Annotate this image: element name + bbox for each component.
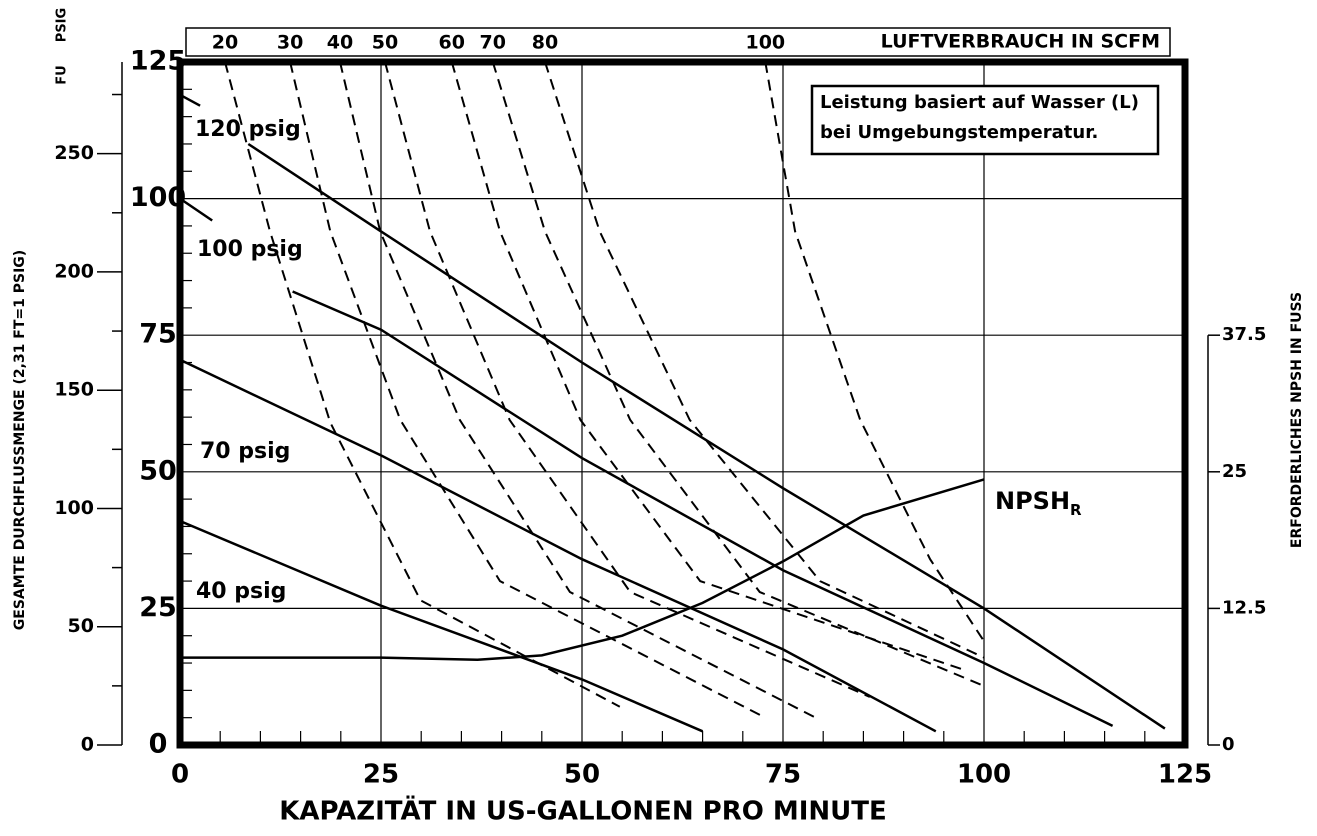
pressure-label: 70 psig <box>200 439 290 464</box>
air-label: 20 <box>212 32 238 54</box>
air-curve <box>384 61 871 698</box>
note-box <box>810 84 1160 156</box>
fu-label: FU <box>55 65 70 84</box>
air-label: 60 <box>439 32 465 54</box>
air-curve <box>450 61 966 672</box>
x-tick-label: 125 <box>1158 760 1212 790</box>
npsh-tick-label: 0 <box>1222 734 1235 755</box>
pressure-label: 100 psig <box>197 237 303 262</box>
air-label: 80 <box>532 32 558 54</box>
air-curve <box>544 61 985 659</box>
fu-tick-label: 100 <box>54 497 94 519</box>
note-text: Leistung basiert auf Wasser (L) <box>820 92 1139 113</box>
air-label: 30 <box>277 32 303 54</box>
npsh-label: NPSHR <box>995 487 1082 519</box>
note-text: bei Umgebungstemperatur. <box>820 122 1098 143</box>
air-axis-label: LUFTVERBRAUCH IN SCFM <box>881 31 1160 53</box>
air-label: 70 <box>480 32 506 54</box>
air-curve <box>224 61 621 708</box>
fu-tick-label: 150 <box>54 379 94 401</box>
fu-tick-label: 0 <box>81 734 94 756</box>
npsh-axis-label: ERFORDERLICHES NPSH IN FUSS <box>1289 292 1305 548</box>
air-label: 100 <box>745 32 785 54</box>
fu-tick-label: 50 <box>68 615 94 637</box>
y-axis-label: PSIG <box>55 8 70 42</box>
pressure-label: 40 psig <box>196 579 286 604</box>
x-tick-label: 50 <box>564 760 600 790</box>
y-tick-label: 50 <box>139 455 177 486</box>
y-tick-label: 75 <box>139 319 177 350</box>
x-tick-label: 25 <box>363 760 399 790</box>
x-tick-label: 0 <box>171 760 189 790</box>
x-tick-label: 75 <box>765 760 801 790</box>
x-axis-label: KAPAZITÄT IN US-GALLONEN PRO MINUTE <box>279 795 887 827</box>
y-tick-label: 25 <box>139 592 177 623</box>
npsh-tick-label: 12.5 <box>1222 597 1266 618</box>
pressure-label: 120 psig <box>195 117 301 142</box>
fu-axis-label: GESAMTE DURCHFLUSSMENGE (2,31 FT=1 PSIG) <box>12 250 28 630</box>
fu-tick-label: 200 <box>54 260 94 282</box>
air-label: 50 <box>372 32 398 54</box>
air-curve <box>491 61 985 687</box>
npsh-tick-label: 25 <box>1222 461 1247 482</box>
npsh-curve <box>180 478 985 662</box>
air-label: 40 <box>327 32 353 54</box>
fu-tick-label: 250 <box>54 142 94 164</box>
pressure-curve <box>179 519 704 733</box>
pressure-curve <box>179 358 937 733</box>
plot-frame <box>176 58 1189 749</box>
pressure-curve <box>179 197 1114 728</box>
npsh-tick-label: 37.5 <box>1222 324 1266 345</box>
npsh-label-name: NPSH <box>995 487 1070 515</box>
air-curve <box>339 61 821 721</box>
air-scale-box <box>185 27 1171 57</box>
y-tick-label: 0 <box>149 729 168 760</box>
npsh-label-sub: R <box>1070 501 1082 519</box>
air-curve <box>289 61 766 719</box>
x-tick-label: 100 <box>957 760 1011 790</box>
